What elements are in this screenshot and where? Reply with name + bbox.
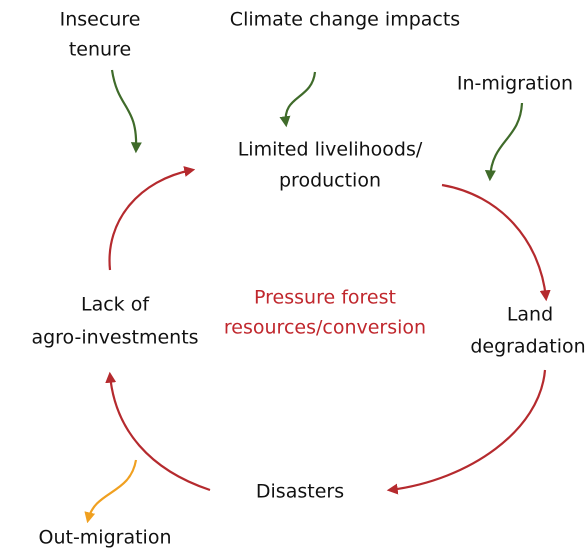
node-label: Limited livelihoods/ (238, 139, 423, 161)
node-label: In-migration (457, 73, 573, 95)
center-label: Pressure forest (254, 287, 396, 309)
node-label: Disasters (256, 481, 344, 503)
node-label: Climate change impacts (230, 9, 460, 31)
node-label: Out-migration (39, 527, 172, 549)
node-label: tenure (69, 39, 131, 61)
arrow (108, 166, 196, 271)
node-label: Insecure (60, 9, 141, 31)
arrow (105, 371, 211, 492)
arrow (484, 102, 524, 182)
arrow (386, 369, 547, 495)
arrows (84, 69, 551, 524)
node-label: agro-investments (31, 327, 198, 349)
node-label: Lack of (81, 294, 150, 316)
arrow (84, 459, 138, 524)
arrow (279, 71, 317, 128)
arrow (441, 183, 551, 302)
node-label: production (279, 170, 381, 192)
arrow (110, 69, 142, 154)
node-label: Land (507, 304, 553, 326)
node-label: degradation (470, 336, 585, 358)
center-label: resources/conversion (224, 317, 426, 339)
